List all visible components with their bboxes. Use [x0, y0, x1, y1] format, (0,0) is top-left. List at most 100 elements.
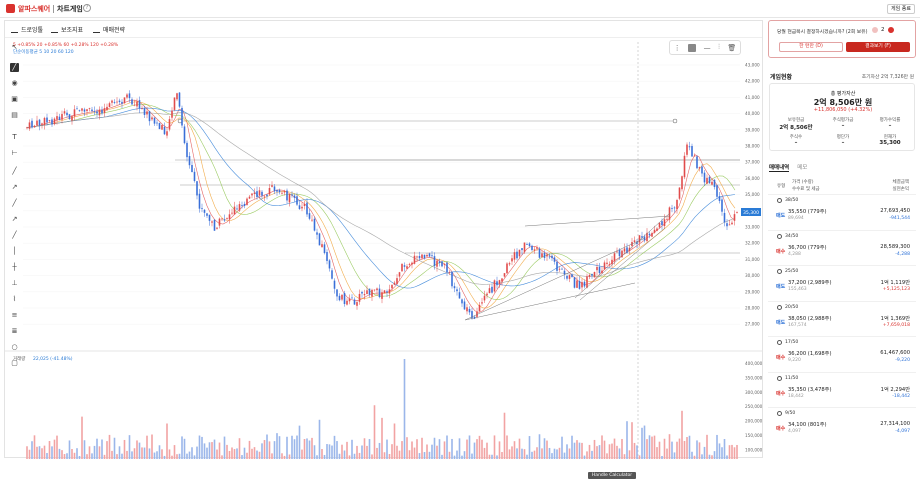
volume-bar [601, 435, 603, 459]
trend-line-drawing[interactable] [574, 212, 671, 299]
settings-icon[interactable]: ⫶ [718, 43, 720, 51]
drag-handle-icon[interactable]: ⋮ [673, 43, 681, 52]
trade-side: 매수 [776, 355, 786, 361]
segment-tool-icon[interactable]: ╱ [12, 231, 17, 239]
volume-bar [648, 435, 651, 459]
fibonacci-icon[interactable]: ⊥ [11, 279, 18, 287]
delete-icon[interactable]: 🗑 [727, 43, 737, 52]
candle-body [151, 117, 153, 120]
trade-row[interactable]: 25/50 매도 37,200 (2,989주) 155,463 1억 1,119만 +5… [768, 265, 916, 299]
regression-tool-icon[interactable]: ≣ [11, 327, 18, 335]
candle-body [463, 301, 466, 310]
candle-body [228, 214, 231, 220]
trend-line-drawing[interactable] [464, 282, 636, 321]
candle-body [661, 221, 663, 226]
trash-icon[interactable]: ▤ [11, 111, 18, 119]
volume-bar [178, 453, 181, 459]
volume-bar [538, 434, 541, 459]
candle-body [73, 109, 76, 117]
volume-bar [733, 447, 736, 459]
vertical-line-icon[interactable]: │ [12, 247, 17, 255]
trade-row[interactable]: 20/50 매도 38,050 (2,988주) 167,574 1억 1,369만 +7… [768, 300, 916, 335]
trade-side: 매수 [776, 390, 786, 397]
volume-bar [411, 441, 413, 459]
arrow-line-icon[interactable]: ↗ [11, 215, 18, 223]
trend-line-drawing[interactable] [579, 227, 666, 301]
brand-name[interactable]: 알파스퀘어 [18, 5, 51, 13]
candle-body [143, 108, 146, 115]
asset-value: 2억 8,506만 원 [813, 98, 873, 107]
trendline-tool-icon[interactable]: ╱ [12, 167, 17, 175]
trade-strategy-tab[interactable]: 매매전략 [93, 25, 125, 34]
drawing-tool-tab[interactable]: 드로잉툴 [11, 25, 43, 34]
horizontal-drawings[interactable] [175, 118, 740, 254]
circle-tool-icon[interactable]: ○ [11, 343, 18, 351]
candle-body [423, 254, 426, 259]
candle-body [383, 290, 386, 294]
end-game-button[interactable]: 게임 종료 [887, 4, 915, 14]
volume-bar [243, 447, 246, 459]
candle-body [583, 281, 586, 287]
asset-change: +11,806,050 (+4.32%) [813, 107, 873, 113]
indicator-tab[interactable]: 보조지표 [51, 25, 83, 34]
pattern-tool-icon[interactable]: ⌇ [12, 295, 17, 303]
volume-bar [683, 440, 686, 459]
volume-bar [188, 451, 191, 459]
price-tick: 43,000 [745, 63, 760, 68]
trade-price: 38,050 (2,988주) [788, 315, 832, 322]
measure-tool-icon[interactable]: ⊢ [11, 149, 18, 157]
candle-body [611, 259, 613, 265]
candle-body [93, 110, 96, 112]
volume-bar [221, 455, 223, 459]
candle-body [496, 281, 498, 286]
volume-bar [86, 454, 88, 459]
volume-bar [333, 435, 336, 459]
candle-body [378, 288, 381, 298]
stock-chart[interactable]: 5 +0.85% 20 +0.85% 60 +0.28% 120 +0.28% … [5, 38, 762, 459]
tab-memo[interactable]: 메모 [797, 165, 808, 171]
trend-drawings[interactable] [464, 212, 671, 321]
volume-bar [666, 448, 668, 459]
help-icon[interactable]: ? [83, 4, 91, 12]
ray-tool-icon[interactable]: ↗ [11, 183, 18, 191]
candle-body [641, 236, 643, 238]
candle-body [711, 181, 713, 185]
candle-body [731, 222, 733, 225]
line-tool-icon[interactable]: ╱ [10, 63, 19, 72]
volume-bar [343, 450, 346, 459]
extended-line-icon[interactable]: ╱ [12, 199, 17, 207]
trade-row[interactable]: 11/50 매수 35,350 (3,478주) 18,442 1억 2,294만 -18… [768, 371, 916, 406]
color-swatch-icon[interactable] [688, 43, 697, 52]
volume-bar [556, 449, 558, 459]
volume-bar [123, 439, 126, 459]
tab-trades[interactable]: 매매내역 [769, 165, 790, 172]
drawing-handle[interactable] [672, 118, 678, 124]
eye-icon[interactable]: ◉ [11, 79, 18, 87]
candle-body [271, 185, 273, 187]
candle-body [588, 274, 591, 277]
crosshair-tool-icon[interactable]: ┼ [12, 263, 17, 271]
cursor-icon[interactable]: ↖ [11, 43, 18, 51]
pencil-icon [11, 27, 18, 33]
view-result-button[interactable]: 결과보기 (F) [846, 42, 910, 52]
volume-bar [611, 443, 613, 459]
line-style-icon[interactable]: — [703, 43, 711, 52]
volume-tick: 400,000 [745, 361, 762, 366]
rectangle-tool-icon[interactable]: ▢ [11, 359, 18, 367]
trade-row[interactable]: 38/50 매도 35,550 (779주) 89,694 27,693,450 -941… [768, 194, 916, 228]
text-tool-icon[interactable]: T [12, 133, 17, 141]
trend-line-drawing[interactable] [464, 237, 646, 321]
trade-row[interactable]: 9/50 매수 34,100 (801주) 4,097 27,314,100 -4,097 [768, 407, 916, 441]
trade-price: 34,100 (801주) [788, 422, 827, 428]
trend-line-drawing[interactable] [524, 215, 671, 227]
volume-bar [198, 435, 201, 459]
candle-body [28, 122, 31, 129]
trade-row[interactable]: 17/50 매수 36,200 (1,698주) 9,220 61,467,600 -9,… [768, 336, 916, 370]
trade-turn: 38/50 [785, 198, 799, 203]
next-turn-button[interactable]: 한 턴만 (D) [779, 42, 843, 52]
lock-icon[interactable]: ▣ [11, 95, 18, 103]
volume-bar [233, 449, 236, 459]
trade-row[interactable]: 34/50 매수 36,700 (779주) 4,288 28,589,300 -4,28… [768, 229, 916, 264]
parallel-channel-icon[interactable]: ≡ [11, 311, 18, 319]
add-icon[interactable] [887, 27, 894, 33]
